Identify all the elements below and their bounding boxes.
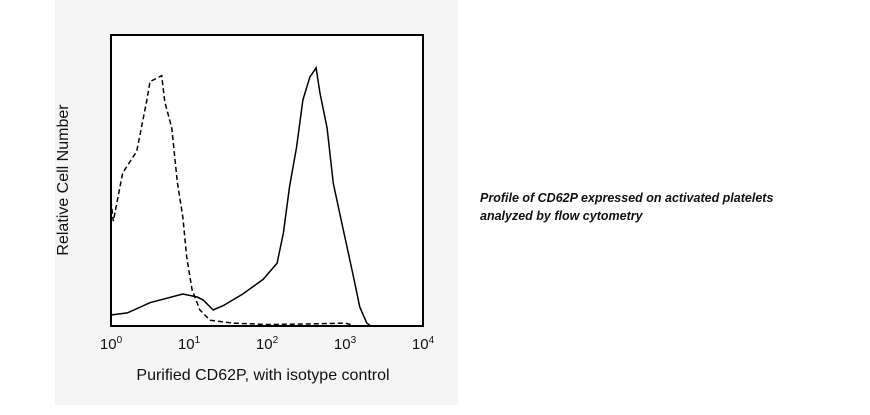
x-axis-label: Purified CD62P, with isotype control (136, 367, 389, 384)
x-tick-label: 104 (412, 335, 435, 353)
tick-base: 10 (334, 336, 351, 353)
tick-base: 10 (100, 336, 117, 353)
x-tick-label: 102 (256, 335, 279, 353)
tick-exponent: 2 (273, 335, 279, 346)
tick-base: 10 (412, 336, 429, 353)
tick-exponent: 1 (195, 335, 201, 346)
figure-caption: Profile of CD62P expressed on activated … (480, 189, 773, 225)
x-tick-label: 101 (178, 335, 201, 353)
tick-base: 10 (256, 336, 273, 353)
x-tick-label: 100 (100, 335, 123, 353)
series-line-cd62p (111, 65, 371, 326)
y-axis-label: Relative Cell Number (55, 104, 72, 256)
plot-frame (110, 34, 424, 327)
caption-line-1: Profile of CD62P expressed on activated … (480, 191, 774, 205)
x-tick-label: 103 (334, 335, 357, 353)
tick-base: 10 (178, 336, 195, 353)
caption-line-2: analyzed by flow cytometry (480, 209, 643, 223)
series-line-isotype-control (110, 74, 353, 326)
tick-exponent: 0 (117, 335, 123, 346)
tick-exponent: 3 (351, 335, 357, 346)
tick-exponent: 4 (429, 335, 435, 346)
